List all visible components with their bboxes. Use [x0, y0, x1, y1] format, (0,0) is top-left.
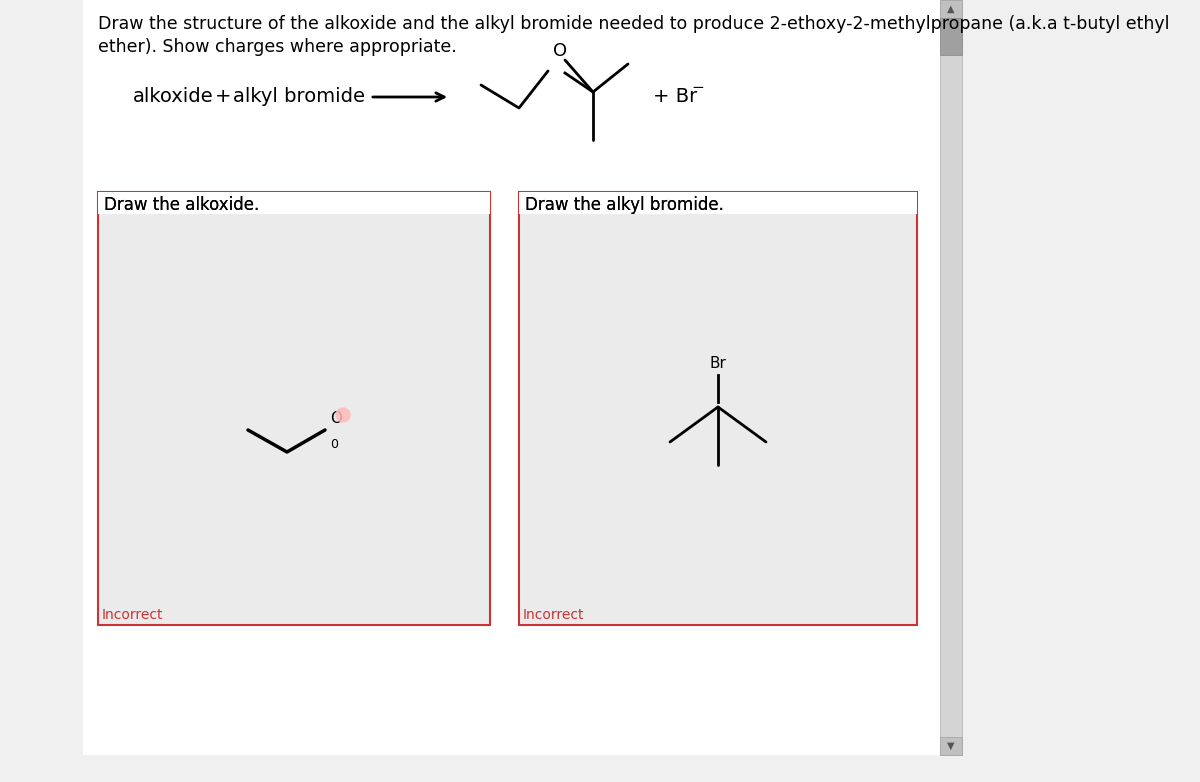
Text: Br: Br — [709, 356, 726, 371]
Text: ether). Show charges where appropriate.: ether). Show charges where appropriate. — [98, 38, 457, 56]
Polygon shape — [83, 0, 960, 755]
Polygon shape — [520, 192, 917, 214]
Text: + Br: + Br — [653, 88, 697, 106]
Text: Draw the alkoxide.: Draw the alkoxide. — [104, 196, 259, 214]
Text: ▲: ▲ — [947, 4, 955, 14]
Polygon shape — [98, 192, 490, 214]
Text: Draw the alkyl bromide.: Draw the alkyl bromide. — [526, 196, 724, 214]
Polygon shape — [940, 737, 962, 755]
Text: 0: 0 — [330, 438, 338, 451]
Text: Incorrect: Incorrect — [523, 608, 584, 622]
Circle shape — [336, 408, 350, 422]
Polygon shape — [940, 0, 962, 18]
Polygon shape — [520, 192, 917, 625]
Polygon shape — [940, 0, 962, 755]
Text: alkoxide: alkoxide — [133, 88, 214, 106]
Text: O: O — [553, 42, 568, 60]
Polygon shape — [98, 192, 490, 625]
Text: +: + — [215, 88, 232, 106]
Text: Draw the alkoxide.: Draw the alkoxide. — [104, 196, 259, 214]
Text: Draw the alkyl bromide.: Draw the alkyl bromide. — [526, 196, 724, 214]
Polygon shape — [940, 18, 962, 55]
Text: O: O — [330, 411, 342, 426]
Text: Draw the structure of the alkoxide and the alkyl bromide needed to produce 2-eth: Draw the structure of the alkoxide and t… — [98, 15, 1170, 33]
Text: Incorrect: Incorrect — [102, 608, 163, 622]
Text: ▼: ▼ — [947, 741, 955, 751]
Text: alkyl bromide: alkyl bromide — [233, 88, 365, 106]
Text: −: − — [691, 80, 703, 95]
